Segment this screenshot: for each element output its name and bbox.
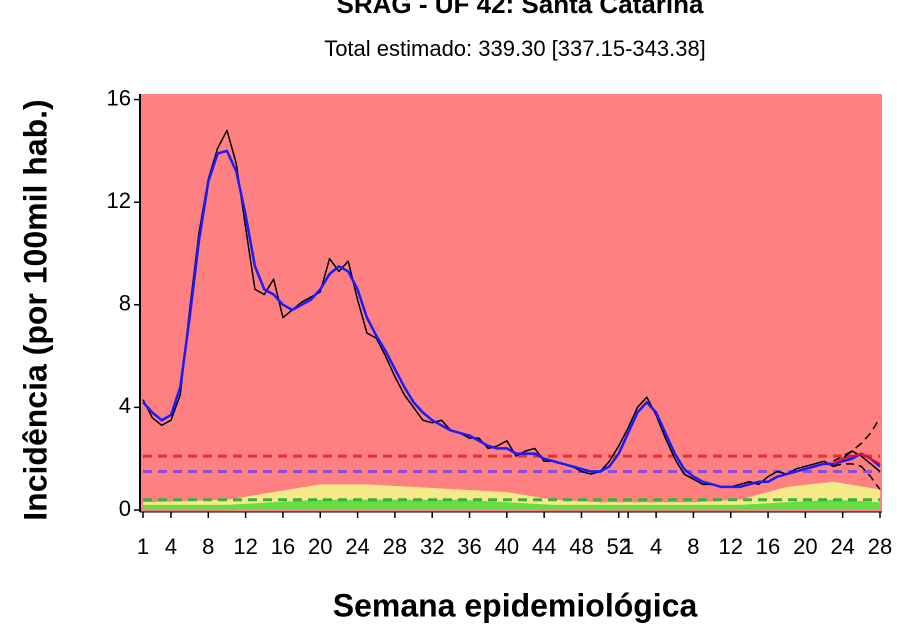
x-tick-label: 48 bbox=[569, 534, 593, 559]
chart-subtitle: Total estimado: 339.30 [337.15-343.38] bbox=[324, 36, 706, 61]
x-tick-label: 28 bbox=[383, 534, 407, 559]
series-line bbox=[833, 463, 881, 490]
y-tick-label: 4 bbox=[119, 393, 131, 418]
x-tick-label: 1 bbox=[137, 534, 149, 559]
x-tick-label: 32 bbox=[420, 534, 444, 559]
x-tick-label: 16 bbox=[756, 534, 780, 559]
chart-title: SRAG - UF 42: Santa Catarina bbox=[337, 0, 705, 19]
x-tick-label: 4 bbox=[165, 534, 177, 559]
area bbox=[143, 499, 880, 510]
y-axis-label: Incidência (por 100mil hab.) bbox=[17, 99, 53, 520]
x-tick-label: 20 bbox=[308, 534, 332, 559]
y-tick-label: 16 bbox=[107, 85, 131, 110]
x-tick-label: 28 bbox=[868, 534, 892, 559]
series-line bbox=[142, 129, 881, 488]
x-tick-label: 12 bbox=[233, 534, 257, 559]
x-tick-label: 12 bbox=[718, 534, 742, 559]
x-tick-label: 4 bbox=[650, 534, 662, 559]
x-tick-label: 52 bbox=[607, 534, 631, 559]
plot-background bbox=[140, 94, 882, 512]
y-tick-label: 0 bbox=[119, 496, 131, 521]
x-tick-label: 24 bbox=[830, 534, 854, 559]
series-line bbox=[832, 452, 881, 465]
y-tick-label: 8 bbox=[119, 291, 131, 316]
x-tick-label: 16 bbox=[271, 534, 295, 559]
x-axis-label: Semana epidemiológica bbox=[333, 587, 698, 623]
x-tick-label: 44 bbox=[532, 534, 556, 559]
x-tick-label: 36 bbox=[457, 534, 481, 559]
x-tick-label: 40 bbox=[495, 534, 519, 559]
x-tick-label: 24 bbox=[345, 534, 369, 559]
series-line bbox=[832, 417, 881, 462]
series-line bbox=[142, 149, 881, 489]
x-tick-label: 20 bbox=[793, 534, 817, 559]
x-tick-label: 1 bbox=[622, 534, 634, 559]
y-tick-label: 12 bbox=[107, 188, 131, 213]
x-tick-label: 8 bbox=[687, 534, 699, 559]
x-tick-label: 8 bbox=[202, 534, 214, 559]
